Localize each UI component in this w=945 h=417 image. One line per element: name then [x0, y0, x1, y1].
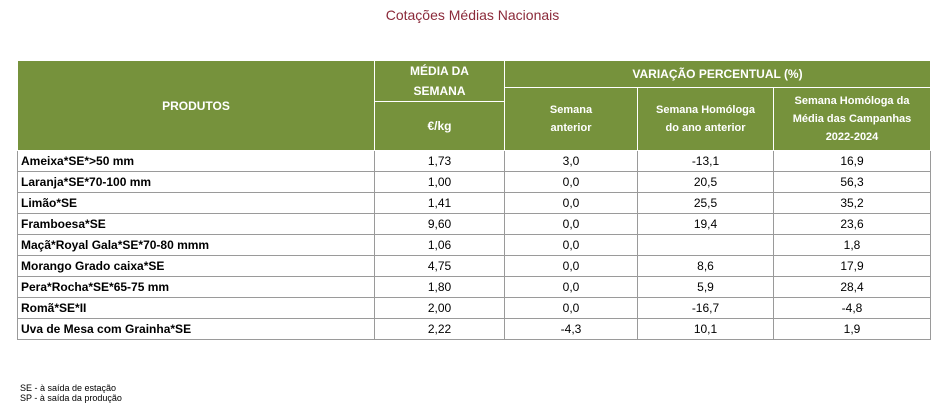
- cell-semana-homologa: 8,6: [637, 255, 774, 277]
- cell-media: 2,00: [374, 297, 505, 319]
- cell-produto: Framboesa*SE: [17, 213, 375, 235]
- header-sub3-line1: Semana Homóloga da: [794, 95, 910, 107]
- cell-media-campanhas: 1,9: [773, 318, 931, 340]
- cell-semana-homologa: 25,5: [637, 192, 774, 214]
- cell-produto: Morango Grado caixa*SE: [17, 255, 375, 277]
- footnote-sp: SP - à saída da produção: [20, 393, 122, 403]
- cell-semana-anterior: 0,0: [504, 213, 638, 235]
- cell-semana-anterior: 0,0: [504, 276, 638, 298]
- cell-semana-anterior: 0,0: [504, 192, 638, 214]
- footnotes: SE - à saída de estação SP - à saída da …: [20, 383, 122, 403]
- cell-media: 4,75: [374, 255, 505, 277]
- cell-semana-anterior: 0,0: [504, 255, 638, 277]
- header-variacao: VARIAÇÃO PERCENTUAL (%): [504, 60, 931, 88]
- header-produtos: PRODUTOS: [17, 60, 375, 151]
- cell-media-campanhas: 28,4: [773, 276, 931, 298]
- cell-media: 1,06: [374, 234, 505, 256]
- cell-produto: Uva de Mesa com Grainha*SE: [17, 318, 375, 340]
- header-sub3-line3: 2022-2024: [825, 131, 879, 143]
- cell-semana-anterior: -4,3: [504, 318, 638, 340]
- header-sub2-line1: Semana Homóloga: [655, 104, 756, 116]
- table-row: Uva de Mesa com Grainha*SE 2,22 -4,3 10,…: [17, 318, 931, 340]
- cell-produto: Ameixa*SE*>50 mm: [17, 150, 375, 172]
- table-row: Laranja*SE*70-100 mm 1,00 0,0 20,5 56,3: [17, 171, 931, 193]
- table-row: Morango Grado caixa*SE 4,75 0,0 8,6 17,9: [17, 255, 931, 277]
- header-semana-homologa: Semana Homóloga do ano anterior: [637, 87, 774, 151]
- cell-media-campanhas: 1,8: [773, 234, 931, 256]
- cell-semana-homologa: 20,5: [637, 171, 774, 193]
- header-media-line2: SEMANA: [413, 84, 466, 98]
- cell-produto: Limão*SE: [17, 192, 375, 214]
- header-semana-anterior: Semana anterior: [504, 87, 638, 151]
- cell-semana-anterior: 3,0: [504, 150, 638, 172]
- cell-semana-homologa: 5,9: [637, 276, 774, 298]
- footnote-se: SE - à saída de estação: [20, 383, 117, 393]
- cell-media-campanhas: 56,3: [773, 171, 931, 193]
- header-sub1-line1: Semana: [549, 104, 593, 116]
- prices-table: PRODUTOS MÉDIA DA SEMANA VARIAÇÃO PERCEN…: [17, 60, 931, 340]
- table-row: Ameixa*SE*>50 mm 1,73 3,0 -13,1 16,9: [17, 150, 931, 172]
- header-sub1-line2: anterior: [550, 122, 592, 134]
- cell-semana-homologa: -16,7: [637, 297, 774, 319]
- cell-media-campanhas: 35,2: [773, 192, 931, 214]
- table-row: Framboesa*SE 9,60 0,0 19,4 23,6: [17, 213, 931, 235]
- cell-media: 9,60: [374, 213, 505, 235]
- cell-produto: Maçã*Royal Gala*SE*70-80 mmm: [17, 234, 375, 256]
- cell-semana-anterior: 0,0: [504, 234, 638, 256]
- cell-produto: Romã*SE*II: [17, 297, 375, 319]
- header-sub3-line2: Média das Campanhas: [792, 113, 912, 125]
- header-media-campanhas: Semana Homóloga da Média das Campanhas 2…: [773, 87, 931, 151]
- cell-media: 1,80: [374, 276, 505, 298]
- table-row: Romã*SE*II 2,00 0,0 -16,7 -4,8: [17, 297, 931, 319]
- page-title: Cotações Médias Nacionais: [385, 7, 560, 23]
- cell-semana-anterior: 0,0: [504, 171, 638, 193]
- header-unit: €/kg: [374, 101, 505, 151]
- cell-media-campanhas: 17,9: [773, 255, 931, 277]
- header-media-semana: MÉDIA DA SEMANA: [374, 60, 505, 102]
- cell-semana-homologa: [637, 234, 774, 256]
- cell-media-campanhas: 16,9: [773, 150, 931, 172]
- cell-media-campanhas: -4,8: [773, 297, 931, 319]
- cell-produto: Laranja*SE*70-100 mm: [17, 171, 375, 193]
- cell-media-campanhas: 23,6: [773, 213, 931, 235]
- cell-media: 2,22: [374, 318, 505, 340]
- table-row: Pera*Rocha*SE*65-75 mm 1,80 0,0 5,9 28,4: [17, 276, 931, 298]
- cell-media: 1,73: [374, 150, 505, 172]
- cell-produto: Pera*Rocha*SE*65-75 mm: [17, 276, 375, 298]
- cell-semana-anterior: 0,0: [504, 297, 638, 319]
- cell-media: 1,00: [374, 171, 505, 193]
- table-row: Limão*SE 1,41 0,0 25,5 35,2: [17, 192, 931, 214]
- table-row: Maçã*Royal Gala*SE*70-80 mmm 1,06 0,0 1,…: [17, 234, 931, 256]
- cell-media: 1,41: [374, 192, 505, 214]
- cell-semana-homologa: 10,1: [637, 318, 774, 340]
- header-media-line1: MÉDIA DA: [410, 64, 469, 78]
- cell-semana-homologa: -13,1: [637, 150, 774, 172]
- header-sub2-line2: do ano anterior: [665, 122, 746, 134]
- cell-semana-homologa: 19,4: [637, 213, 774, 235]
